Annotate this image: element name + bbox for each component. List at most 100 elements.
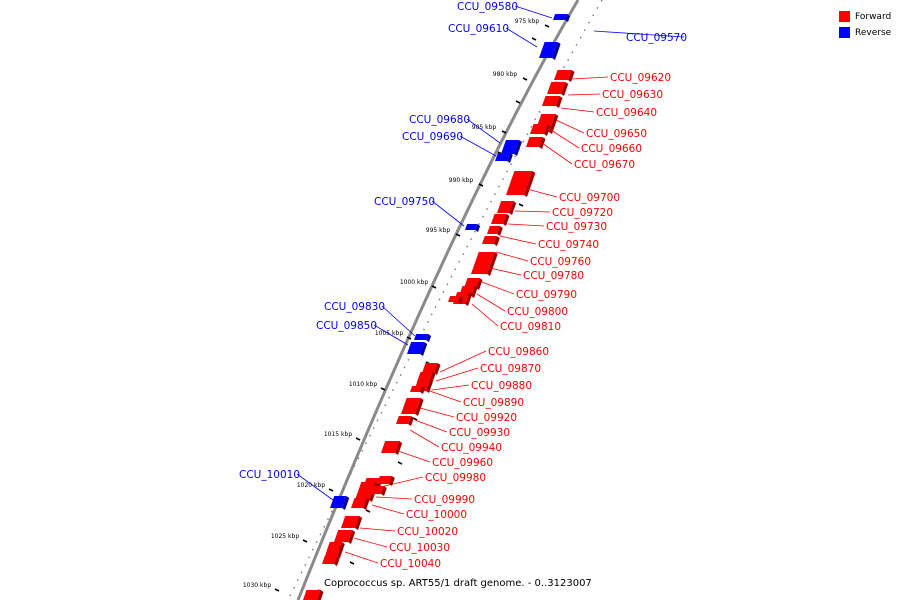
track-tick xyxy=(515,100,521,104)
gene-block-shade xyxy=(426,334,432,342)
gene-block-shade xyxy=(429,372,436,384)
gene-block-shade xyxy=(476,278,483,290)
gene-label: CCU_10000 xyxy=(406,509,467,521)
gene-block-shade xyxy=(434,363,441,375)
gene-block-shade xyxy=(471,286,478,298)
gene-label: CCU_09860 xyxy=(488,346,549,358)
ruler-label: 990 kbp xyxy=(449,177,474,184)
gene-label: CCU_09850 xyxy=(316,320,377,332)
gene-label: CCU_09700 xyxy=(559,192,620,204)
track-tick xyxy=(397,461,403,465)
gene-leader xyxy=(296,473,334,501)
gene-block-shade xyxy=(503,214,510,226)
forward-label: Forward xyxy=(855,11,892,22)
gene-block-shade xyxy=(556,96,563,108)
gene-label: CCU_09630 xyxy=(602,89,663,101)
gene-block-shade xyxy=(524,171,536,197)
gene-block xyxy=(417,372,433,382)
gene-leader xyxy=(495,251,529,262)
ruler-tick xyxy=(431,285,437,289)
gene-block xyxy=(495,153,510,161)
gene-leader xyxy=(371,504,405,515)
gene-label: CCU_10030 xyxy=(389,542,450,554)
gene-block xyxy=(341,516,360,528)
ruler-tick xyxy=(380,387,386,391)
gene-label: CCU_09720 xyxy=(552,207,613,219)
gene-label: CCU_09610 xyxy=(448,23,509,35)
gene-block xyxy=(330,496,347,508)
gene-leader xyxy=(505,27,538,48)
gene-leader xyxy=(459,135,497,157)
gene-label: CCU_10040 xyxy=(380,558,441,570)
gene-label: CCU_09920 xyxy=(456,412,517,424)
gene-label: CCU_09640 xyxy=(596,107,657,119)
gene-label: CCU_09690 xyxy=(402,131,463,143)
gene-label: CCU_09990 xyxy=(414,494,475,506)
gene-block xyxy=(377,476,392,484)
gene-label: CCU_09810 xyxy=(500,321,561,333)
gene-block-shade xyxy=(497,226,503,236)
track-tick xyxy=(365,509,371,513)
gene-leader xyxy=(555,119,585,134)
gene-block-shade xyxy=(561,82,569,96)
gene-block xyxy=(547,82,566,94)
gene-block-shade xyxy=(507,153,513,163)
gene-label: CCU_10020 xyxy=(397,526,458,538)
gene-leader xyxy=(471,303,499,327)
gene-block xyxy=(497,201,514,213)
gene-block xyxy=(471,252,495,274)
gene-block-shade xyxy=(420,386,426,394)
ruler-tick xyxy=(328,488,334,492)
genome-caption: Coprococcus sp. ART55/1 draft genome. - … xyxy=(324,578,592,589)
gene-block xyxy=(322,556,337,564)
gene-block-shade xyxy=(514,140,522,156)
gene-leader xyxy=(507,223,545,227)
track-tick xyxy=(349,561,355,565)
gene-block xyxy=(530,124,548,134)
gene-label: CCU_09790 xyxy=(516,289,577,301)
gene-block-shade xyxy=(334,556,340,566)
gene-block xyxy=(465,224,478,230)
gene-leader xyxy=(344,551,379,564)
gene-block-shade xyxy=(420,342,428,356)
gene-leader xyxy=(567,93,601,96)
gene-block xyxy=(422,363,438,373)
ruler-tick xyxy=(544,24,550,28)
gene-leader xyxy=(373,324,409,346)
gene-leader xyxy=(353,537,388,548)
ruler-tick xyxy=(355,437,361,441)
gene-label: CCU_09940 xyxy=(441,442,502,454)
gene-block-shade xyxy=(544,124,551,136)
gene-block-shade xyxy=(509,201,517,215)
gene-label: CCU_09740 xyxy=(538,239,599,251)
ruler-tick xyxy=(455,233,461,237)
gene-block xyxy=(414,334,429,340)
ruler-label: 980 kbp xyxy=(493,71,518,78)
gene-label: CCU_09980 xyxy=(425,472,486,484)
gene-leader xyxy=(481,281,515,295)
gene-block xyxy=(334,530,353,542)
gene-block xyxy=(542,96,560,106)
gene-block xyxy=(554,70,572,80)
gene-label: CCU_09890 xyxy=(463,397,524,409)
gene-leader xyxy=(431,384,470,391)
gene-label: CCU_09650 xyxy=(586,128,647,140)
legend-reverse: Reverse xyxy=(839,25,891,40)
gene-label: CCU_09680 xyxy=(409,114,470,126)
ruler-label: 995 kbp xyxy=(426,227,451,234)
gene-block xyxy=(327,542,342,550)
gene-leader xyxy=(550,129,580,149)
gene-leader xyxy=(514,5,553,19)
gene-block-shade xyxy=(363,498,370,510)
gene-leader xyxy=(466,118,501,144)
gene-leader xyxy=(409,429,440,448)
gene-label: CCU_09580 xyxy=(457,1,518,13)
gene-leader xyxy=(435,367,479,382)
track-tick xyxy=(518,203,524,207)
gene-label: CCU_09930 xyxy=(449,427,510,439)
gene-label: CCU_09830 xyxy=(324,301,385,313)
gene-leader xyxy=(419,407,455,418)
gene-leader xyxy=(541,142,573,165)
gene-leader xyxy=(489,267,522,276)
